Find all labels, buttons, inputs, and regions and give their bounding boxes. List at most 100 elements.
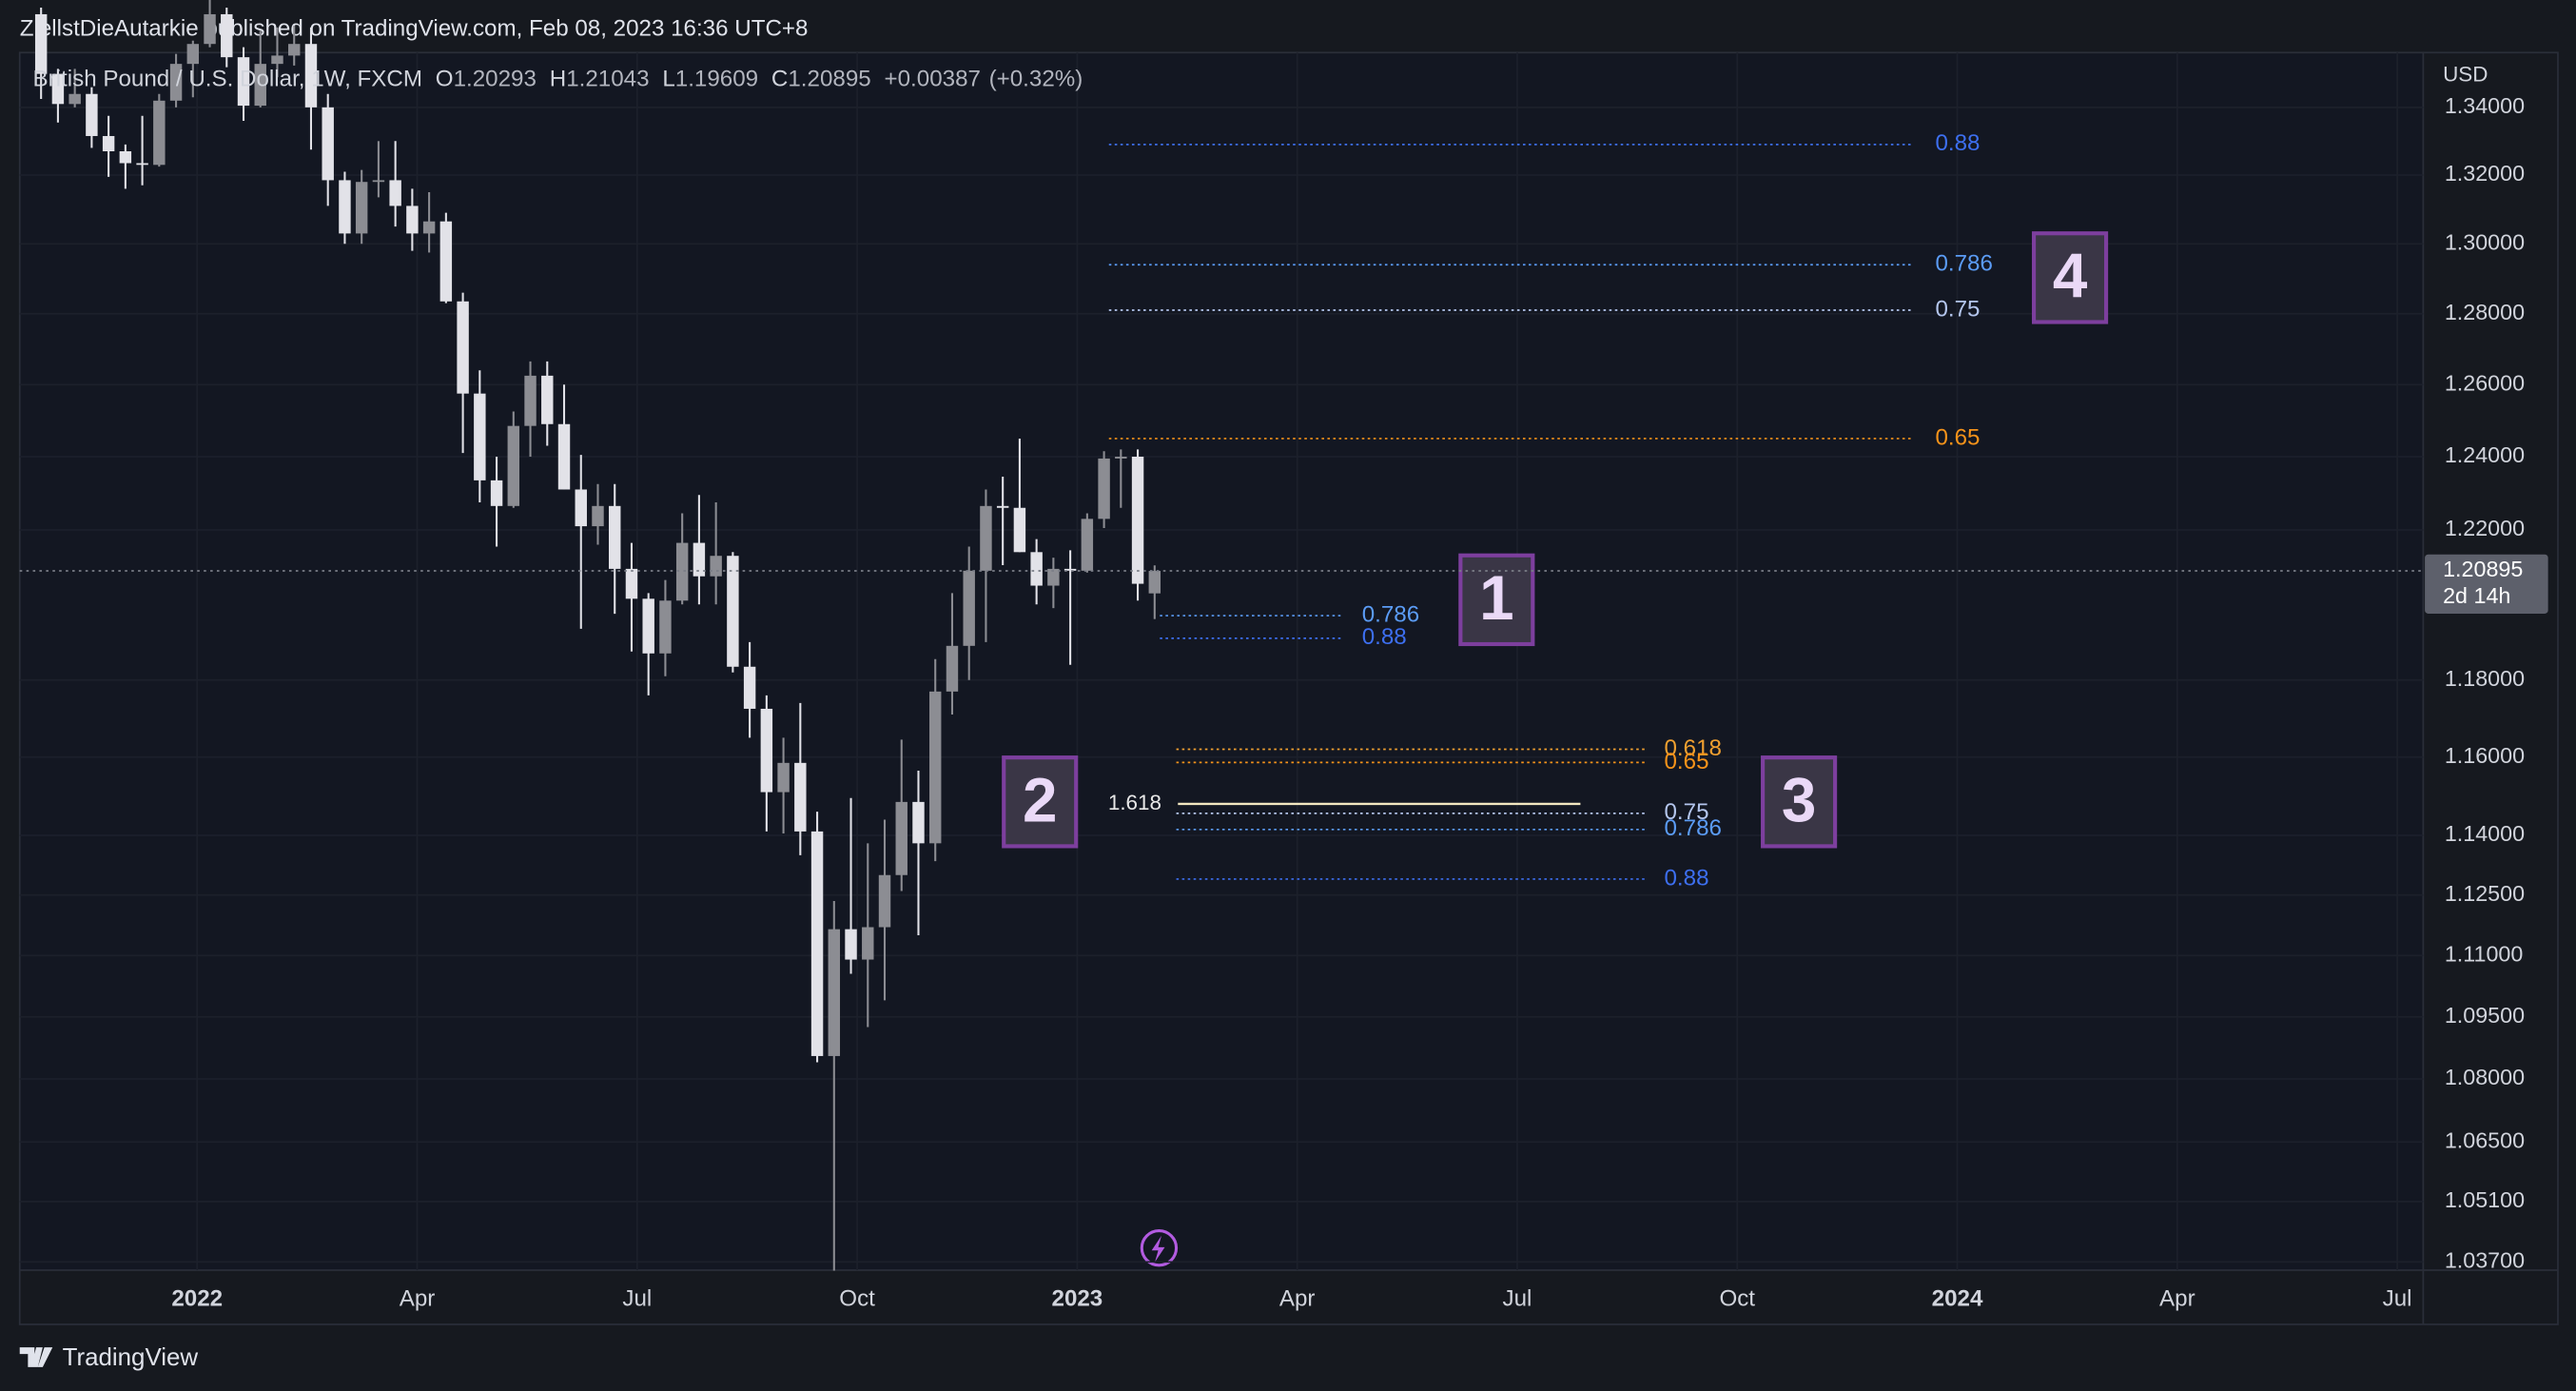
annotation-box bbox=[1002, 755, 1079, 849]
candle-body bbox=[912, 801, 925, 844]
x-tick-label: Oct bbox=[1719, 1285, 1755, 1311]
y-tick-label: 1.18000 bbox=[2445, 666, 2525, 691]
fib-label: 0.88 bbox=[1362, 624, 1407, 650]
legend-key: O bbox=[436, 67, 454, 92]
y-tick-label: 1.09500 bbox=[2445, 1003, 2525, 1028]
y-tick-label: 1.28000 bbox=[2445, 300, 2525, 324]
candle-body bbox=[946, 645, 959, 692]
candle-body bbox=[51, 73, 65, 105]
candle-body bbox=[929, 691, 942, 844]
drawings: 0.880.7860.750.650.7860.880.6180.650.750… bbox=[19, 130, 2424, 891]
legend-title: British Pound / U.S. Dollar, 1W, FXCM bbox=[33, 67, 422, 92]
candle-body bbox=[980, 505, 992, 571]
y-tick-label: 1.34000 bbox=[2445, 93, 2525, 118]
candle-body bbox=[204, 13, 216, 45]
legend-value: 1.19609 bbox=[675, 67, 758, 92]
candle-body bbox=[693, 542, 706, 577]
annotation-label: 2 bbox=[1023, 766, 1058, 835]
grid bbox=[19, 52, 2424, 1270]
candle-body bbox=[575, 489, 587, 527]
candle-body bbox=[34, 13, 48, 74]
annotation-label: 3 bbox=[1782, 766, 1817, 835]
y-tick-label: 1.26000 bbox=[2445, 370, 2525, 395]
candle-body bbox=[675, 542, 689, 601]
candle-body bbox=[625, 568, 638, 599]
candle-body bbox=[642, 598, 654, 654]
y-tick-label: 1.16000 bbox=[2445, 743, 2525, 768]
candle-body bbox=[777, 762, 790, 793]
fib-label: 1.618 bbox=[1108, 791, 1161, 814]
candle-body bbox=[1047, 568, 1060, 586]
candle-body bbox=[153, 100, 166, 166]
candle-body bbox=[339, 180, 351, 234]
candle-body bbox=[422, 221, 436, 234]
x-tick-label: Jul bbox=[2383, 1285, 2412, 1311]
candle-body bbox=[237, 57, 250, 107]
fib-label: 0.65 bbox=[1935, 424, 1980, 450]
annotation-label: 1 bbox=[1479, 563, 1514, 633]
candle-body bbox=[304, 44, 318, 108]
legend-change-percent: (+0.32%) bbox=[989, 67, 1083, 92]
x-tick-label: 2022 bbox=[171, 1285, 223, 1311]
y-tick-label: 1.03700 bbox=[2445, 1247, 2525, 1272]
candle-body bbox=[557, 423, 571, 490]
candle-body bbox=[743, 666, 756, 709]
axes: 1.34000 1.32000 1.30000 1.28000 1.26000 1.240… bbox=[33, 67, 2548, 1311]
candle-body bbox=[221, 13, 233, 58]
annotation-box bbox=[2032, 231, 2109, 324]
fib-label: 0.75 bbox=[1935, 296, 1980, 322]
legend-key: H bbox=[550, 67, 566, 92]
y-tick-label: 1.08000 bbox=[2445, 1065, 2525, 1089]
fib-label: 0.786 bbox=[1664, 815, 1721, 841]
candle-body bbox=[878, 874, 891, 928]
candle-body bbox=[963, 570, 975, 646]
x-tick-label: Jul bbox=[1503, 1285, 1532, 1311]
y-tick-label: 1.32000 bbox=[2445, 161, 2525, 186]
candle-body bbox=[186, 44, 200, 65]
x-tick-label: Apr bbox=[1279, 1285, 1316, 1311]
fib-label: 0.65 bbox=[1664, 749, 1708, 774]
candle-body bbox=[119, 150, 132, 164]
candle-body bbox=[1131, 456, 1144, 584]
annotation-box bbox=[1761, 755, 1838, 849]
legend-key: C bbox=[771, 67, 788, 92]
footer: TradingView bbox=[63, 1344, 199, 1371]
candle-body bbox=[474, 393, 486, 480]
candle-body bbox=[1013, 507, 1026, 553]
y-tick-label: 1.11000 bbox=[2445, 941, 2524, 966]
pane-border bbox=[18, 51, 2559, 1325]
candle-body bbox=[794, 762, 807, 832]
candle-body bbox=[996, 505, 1009, 508]
fib-label: 0.88 bbox=[1664, 865, 1708, 891]
candle-body bbox=[541, 375, 554, 424]
candle-body bbox=[710, 556, 722, 577]
candle-body bbox=[372, 180, 385, 183]
x-tick-label: Apr bbox=[2159, 1285, 2195, 1311]
candle-body bbox=[86, 93, 98, 136]
candle-body bbox=[862, 927, 874, 960]
legend: British Pound / U.S. Dollar, 1W, FXCM O 1.… bbox=[33, 67, 1083, 92]
candle-body bbox=[1115, 456, 1127, 459]
candle-body bbox=[1148, 571, 1161, 594]
axis-unit: USD bbox=[2443, 62, 2488, 86]
candle-body bbox=[1064, 568, 1077, 571]
candle-body bbox=[895, 801, 907, 875]
candle-body bbox=[102, 135, 115, 151]
fib-label: 0.786 bbox=[1362, 601, 1419, 627]
candle-body bbox=[609, 505, 621, 569]
candle-body bbox=[727, 556, 739, 667]
candle-body bbox=[760, 708, 773, 793]
y-tick-label: 1.30000 bbox=[2445, 229, 2525, 254]
candle-body bbox=[1081, 519, 1094, 571]
fib-label: 0.75 bbox=[1664, 799, 1708, 825]
last-price-box bbox=[2425, 554, 2548, 614]
y-tick-label: 1.24000 bbox=[2445, 442, 2525, 467]
candle-body bbox=[68, 93, 81, 105]
last-price-label: 1.20895 bbox=[2443, 557, 2523, 581]
legend-key: L bbox=[662, 67, 674, 92]
candle-body bbox=[810, 831, 824, 1056]
candle-body bbox=[355, 182, 368, 234]
legend-change: +0.00387 bbox=[885, 67, 981, 92]
annotation-label: 4 bbox=[2053, 242, 2088, 311]
lightning-icon bbox=[1140, 1228, 1179, 1267]
